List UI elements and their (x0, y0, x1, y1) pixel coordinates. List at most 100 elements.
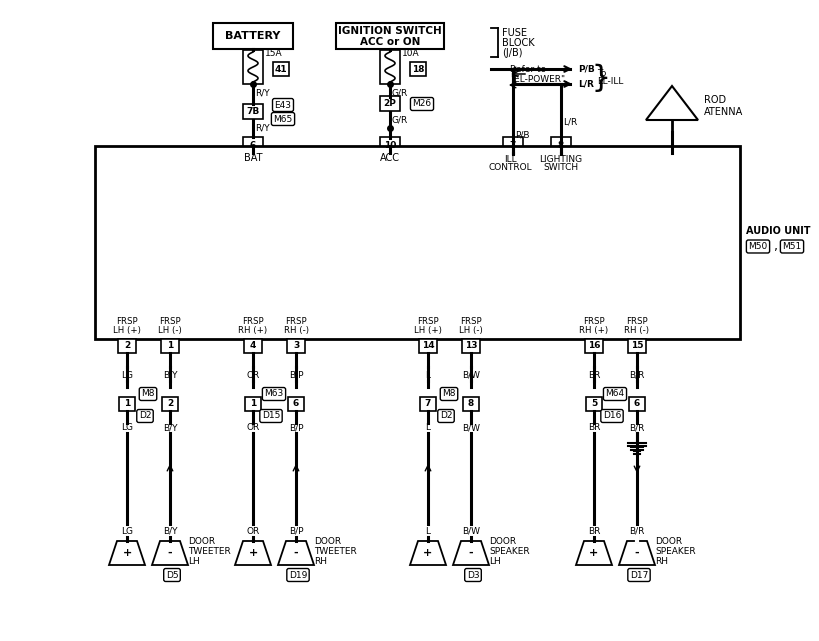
Text: G/R: G/R (392, 115, 408, 124)
Text: FRSP: FRSP (460, 317, 482, 326)
Text: E43: E43 (274, 101, 292, 110)
Text: 6: 6 (634, 399, 640, 408)
FancyBboxPatch shape (586, 397, 602, 411)
Text: 1: 1 (124, 399, 130, 408)
Text: D17: D17 (630, 570, 648, 579)
Text: ACC or ON: ACC or ON (360, 37, 420, 47)
Text: RH: RH (314, 556, 327, 565)
Text: ROD: ROD (704, 95, 726, 105)
Text: FRSP: FRSP (417, 317, 439, 326)
Text: SPEAKER: SPEAKER (655, 547, 695, 556)
Text: 18: 18 (412, 65, 424, 74)
FancyBboxPatch shape (463, 397, 479, 411)
Text: M63: M63 (265, 390, 283, 399)
Text: SWITCH: SWITCH (544, 163, 578, 172)
FancyBboxPatch shape (95, 146, 740, 339)
Text: D2: D2 (440, 412, 452, 420)
FancyBboxPatch shape (380, 50, 400, 84)
FancyBboxPatch shape (243, 104, 263, 119)
Text: 15A: 15A (265, 49, 283, 58)
Text: B/Y: B/Y (163, 424, 177, 433)
Text: B/R: B/R (629, 526, 645, 535)
Text: -: - (168, 548, 172, 558)
Text: DOOR: DOOR (188, 537, 215, 545)
FancyBboxPatch shape (410, 62, 426, 76)
Text: FRSP: FRSP (159, 317, 181, 326)
Text: LG: LG (121, 370, 133, 379)
Polygon shape (576, 541, 612, 565)
Text: FRSP: FRSP (242, 317, 264, 326)
Text: B/W: B/W (462, 370, 480, 379)
Text: D2: D2 (138, 412, 152, 420)
Text: 1: 1 (167, 342, 173, 351)
FancyBboxPatch shape (162, 397, 178, 411)
Polygon shape (453, 541, 489, 565)
Text: LH: LH (489, 556, 500, 565)
Text: D15: D15 (262, 412, 280, 420)
Text: BAT: BAT (244, 153, 262, 163)
FancyBboxPatch shape (243, 50, 263, 84)
Text: B/R: B/R (629, 424, 645, 433)
Text: FRSP: FRSP (627, 317, 648, 326)
FancyBboxPatch shape (119, 397, 135, 411)
FancyBboxPatch shape (628, 339, 646, 353)
Text: D19: D19 (289, 570, 307, 579)
Text: 3: 3 (293, 342, 299, 351)
Text: FRSP: FRSP (285, 317, 307, 326)
FancyBboxPatch shape (503, 137, 523, 152)
Text: ,: , (774, 240, 778, 253)
Text: L: L (426, 424, 431, 433)
Text: TWEETER: TWEETER (314, 547, 357, 556)
Text: LIGHTING: LIGHTING (540, 154, 582, 163)
Text: FUSE: FUSE (502, 28, 527, 38)
Text: LH: LH (188, 556, 200, 565)
Text: 2: 2 (124, 342, 130, 351)
Text: M64: M64 (605, 390, 625, 399)
Text: 10: 10 (384, 140, 396, 149)
FancyBboxPatch shape (462, 339, 480, 353)
Text: 8: 8 (558, 140, 564, 149)
Text: EL-ILL: EL-ILL (597, 78, 623, 87)
Text: 2: 2 (167, 399, 173, 408)
Text: DOOR: DOOR (655, 537, 682, 545)
Text: B/P: B/P (289, 370, 303, 379)
Text: LG: LG (121, 424, 133, 433)
Text: L: L (426, 370, 431, 379)
Polygon shape (152, 541, 188, 565)
Text: DOOR: DOOR (314, 537, 342, 545)
Text: M65: M65 (274, 115, 292, 124)
Text: FRSP: FRSP (116, 317, 138, 326)
Text: P/B: P/B (515, 131, 530, 140)
Text: BLOCK: BLOCK (502, 38, 535, 48)
Polygon shape (410, 541, 446, 565)
FancyBboxPatch shape (245, 397, 261, 411)
Text: To: To (597, 69, 606, 78)
Text: IGNITION SWITCH: IGNITION SWITCH (338, 26, 442, 36)
Text: L/R: L/R (563, 117, 577, 126)
Text: -: - (294, 548, 298, 558)
Text: P/B: P/B (578, 65, 595, 74)
Text: RH: RH (655, 556, 668, 565)
FancyBboxPatch shape (336, 23, 444, 49)
Text: 8: 8 (468, 399, 474, 408)
Polygon shape (235, 541, 271, 565)
FancyBboxPatch shape (118, 339, 136, 353)
FancyBboxPatch shape (419, 339, 437, 353)
Text: L: L (426, 526, 431, 535)
FancyBboxPatch shape (213, 23, 293, 49)
Text: B/W: B/W (462, 526, 480, 535)
Text: DOOR: DOOR (489, 537, 516, 545)
Text: 5: 5 (590, 399, 597, 408)
FancyBboxPatch shape (420, 397, 436, 411)
Text: 16: 16 (588, 342, 600, 351)
Text: CONTROL: CONTROL (488, 163, 532, 172)
Text: M26: M26 (413, 99, 432, 108)
FancyBboxPatch shape (287, 339, 305, 353)
Text: LH (+): LH (+) (113, 326, 141, 335)
FancyBboxPatch shape (380, 137, 400, 152)
FancyBboxPatch shape (380, 96, 400, 111)
Text: M8: M8 (141, 390, 155, 399)
Text: BR: BR (588, 424, 600, 433)
Text: 7: 7 (509, 140, 516, 149)
FancyBboxPatch shape (273, 62, 289, 76)
